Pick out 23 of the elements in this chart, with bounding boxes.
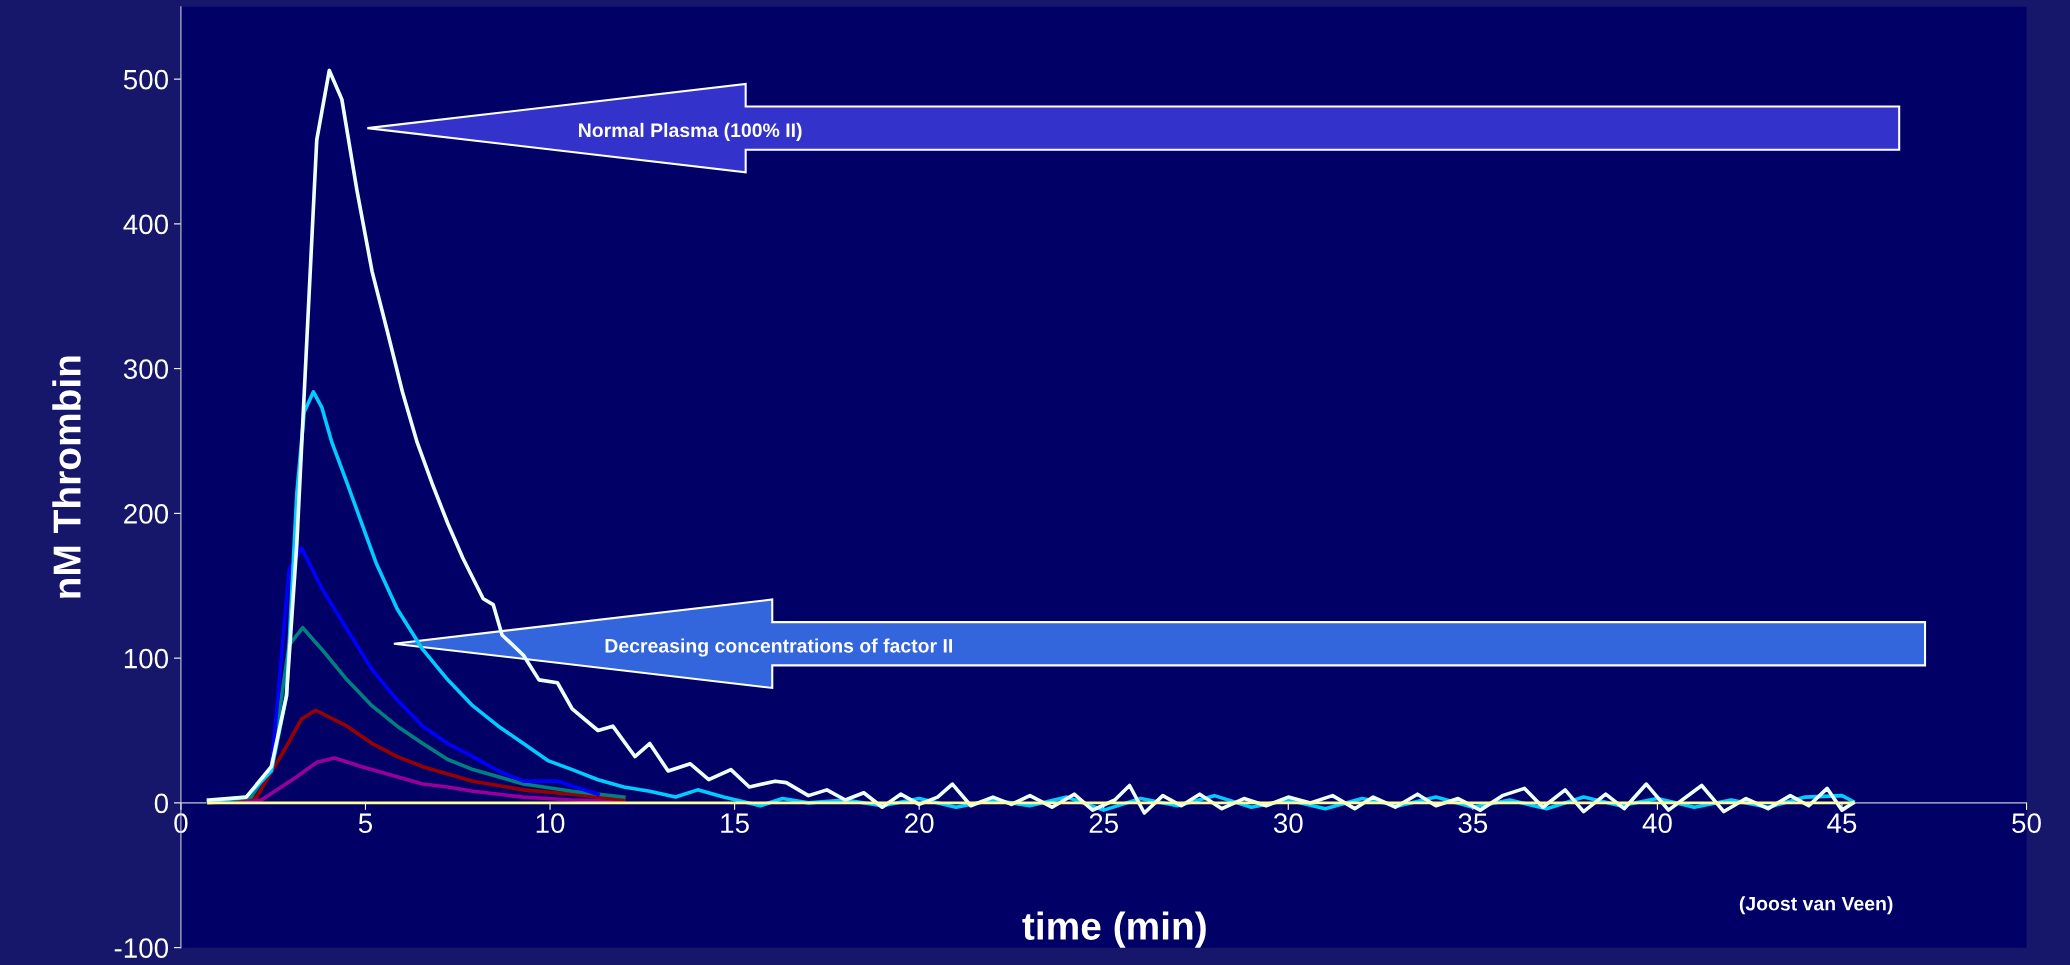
x-tick-label: 45 (1827, 813, 1857, 834)
annotation: Decreasing concentrations of factor II (605, 638, 952, 657)
y-tick-label: -100 (114, 938, 169, 958)
x-tick-label: 10 (536, 813, 565, 834)
x-tick-label: 50 (2012, 813, 2041, 834)
y-tick-label: 100 (124, 648, 169, 669)
y-tick-label: 400 (123, 214, 169, 235)
x-tick-label: 25 (1089, 813, 1119, 834)
x-tick-label: 20 (905, 813, 934, 834)
x-tick-label: 15 (721, 813, 749, 834)
y-axis-title: nM Thrombin (52, 356, 81, 598)
x-tick-label: 0 (174, 813, 188, 834)
x-tick-label: 35 (1458, 813, 1488, 834)
annotation: (Joost van Veen) (1739, 896, 1893, 915)
y-tick-label: 500 (123, 69, 169, 90)
y-tick-label: 0 (154, 793, 169, 814)
y-tick-label: 200 (124, 504, 169, 524)
y-tick-label: 300 (123, 359, 169, 379)
x-tick-label: 40 (1642, 813, 1672, 834)
annotation: Normal Plasma (100% II) (579, 122, 802, 141)
x-axis-title: time (min) (1022, 911, 1206, 948)
x-tick-label: 30 (1273, 813, 1303, 834)
x-tick-label: 5 (358, 813, 373, 834)
